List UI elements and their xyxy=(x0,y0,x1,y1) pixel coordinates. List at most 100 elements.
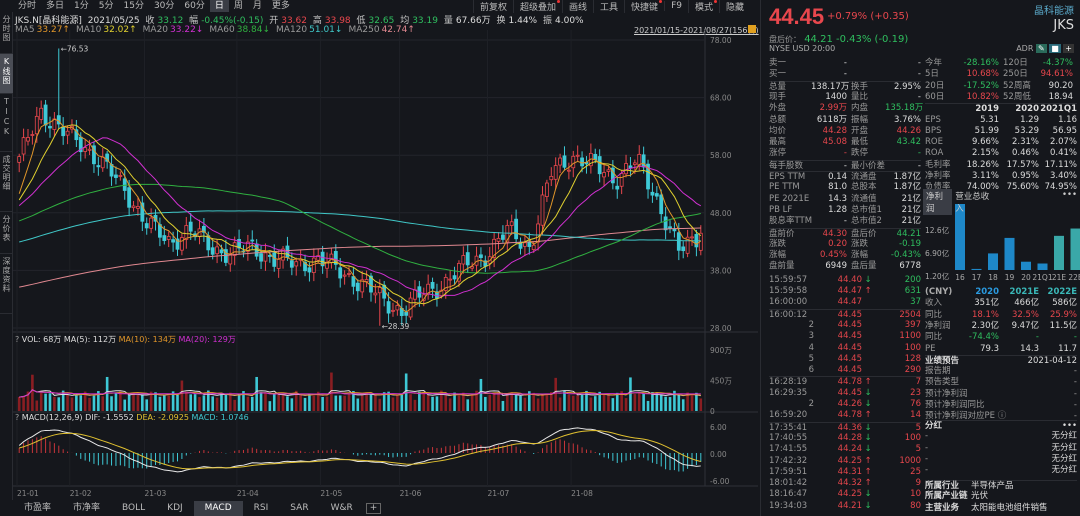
profit-axis-tick: 1.20亿 xyxy=(925,271,950,281)
price-tick: 48.00 xyxy=(710,209,732,218)
profit-category: 21Q1 xyxy=(1032,273,1052,282)
toolbar-button[interactable]: F9 xyxy=(664,1,688,11)
volume-bar-down xyxy=(593,396,597,411)
no-arrow xyxy=(862,365,874,376)
period-tab[interactable]: 60分 xyxy=(184,1,205,11)
indicator-tab[interactable]: SAR xyxy=(290,503,309,513)
candle-down xyxy=(122,178,127,191)
toolbar-button[interactable]: 前复权 xyxy=(472,0,513,13)
side-tab[interactable]: 分时图 xyxy=(0,12,13,54)
candle-up xyxy=(373,292,378,296)
indicator-tab[interactable]: MACD xyxy=(193,501,243,516)
indicator-tab[interactable]: W&R xyxy=(330,503,353,513)
vol-value: VOL: 68万 xyxy=(21,335,62,344)
table-row: 净利率 3.11% 0.95% 3.40% xyxy=(925,171,1077,182)
add-icon[interactable]: + xyxy=(1063,44,1074,53)
indicator-tab[interactable]: RSI xyxy=(253,503,269,513)
field-value: - xyxy=(1073,411,1077,422)
field-value: 135.18万 xyxy=(885,103,924,114)
period-tab[interactable]: 月 xyxy=(252,1,262,11)
field-label: 内盘 xyxy=(851,103,869,114)
volume-bar-down xyxy=(418,391,421,411)
table-row: 16:00:12 44.45 2504 xyxy=(769,308,921,320)
volume-bar-down xyxy=(171,391,175,411)
ma10-line xyxy=(18,124,702,305)
volume-bar-up xyxy=(413,399,417,411)
candle-up xyxy=(215,246,219,255)
metric-label: 毛利率 xyxy=(925,159,951,170)
after-value: 44.21 -0.43% (-0.19) xyxy=(804,34,909,45)
candle-down xyxy=(650,191,655,196)
ma-value: 33.22↓ xyxy=(170,25,204,35)
toolbar-button[interactable]: 工具 xyxy=(593,0,624,13)
period-tab[interactable]: 周 xyxy=(233,1,243,11)
vol-label: 量 xyxy=(443,16,453,26)
square-icon[interactable]: ■ xyxy=(1049,44,1061,53)
period-tab[interactable]: 更多 xyxy=(271,1,290,11)
edit-icon[interactable]: ✎ xyxy=(1035,44,1047,53)
side-tab[interactable]: 深度资料 xyxy=(0,254,13,314)
toolbar-button[interactable]: 画线 xyxy=(562,0,593,13)
high: 33.98 xyxy=(324,16,351,26)
period-tab[interactable]: 分时 xyxy=(18,1,37,11)
lock-icon[interactable] xyxy=(748,25,756,33)
metric-label: PE xyxy=(925,343,936,354)
period-return: 94.61% xyxy=(1040,69,1073,80)
fin-tab[interactable]: 营业总收入 xyxy=(955,192,990,214)
adr-controls: ADR ✎ ■ + xyxy=(1016,44,1074,53)
date-range-selector[interactable]: 2021/01/15-2021/08/27(156日) xyxy=(634,26,759,35)
volume-bar-up xyxy=(624,398,628,411)
volume-tick: 450万 xyxy=(710,377,732,386)
kline-chart[interactable]: 78.00 68.00 58.00 48.00 38.00 28.00 900万 450万 0 6… xyxy=(13,0,758,500)
side-tab[interactable]: 分价表 xyxy=(0,212,13,254)
period-tab[interactable]: 多日 xyxy=(46,1,65,11)
toolbar-button[interactable]: 隐藏 xyxy=(718,0,750,13)
indicator-tab[interactable]: KDJ xyxy=(167,503,183,513)
indicator-tab[interactable]: 市净率 xyxy=(73,503,101,513)
period-tab[interactable]: 15分 xyxy=(123,1,144,11)
toolbar-button[interactable]: 快捷键 xyxy=(624,0,664,13)
dif-value: DIF: -1.5552 xyxy=(85,413,134,422)
help-icon[interactable]: ? xyxy=(15,413,20,422)
field-label: 主营业务 xyxy=(925,502,960,513)
tick-volume: 100 xyxy=(904,432,921,443)
field-value: - xyxy=(843,58,847,68)
indicator-tab[interactable]: 市盈率 xyxy=(24,503,52,513)
more-icon[interactable]: ••• xyxy=(1061,421,1077,431)
after-hours: 盘后价： 44.21 -0.43% (-0.19) xyxy=(769,34,908,45)
metric-value: 18.1% xyxy=(971,309,999,320)
period-tab[interactable]: 5分 xyxy=(98,1,114,11)
indicator-tab[interactable]: BOLL xyxy=(122,503,146,513)
candle-up xyxy=(531,244,536,250)
side-tab[interactable]: TICK xyxy=(0,94,13,152)
volume-bar-up xyxy=(541,393,544,411)
volume-bar-up xyxy=(492,392,496,411)
more-icon[interactable]: ••• xyxy=(1061,190,1077,200)
volume-bar-up xyxy=(409,394,412,411)
side-tab[interactable]: 成交明细 xyxy=(0,152,13,212)
period-tab[interactable]: 1分 xyxy=(74,1,89,11)
field-value: 44.26 xyxy=(896,125,921,136)
volume-bar-down xyxy=(97,391,100,411)
ma-value: 42.74↑ xyxy=(381,25,415,35)
help-icon[interactable]: ? xyxy=(15,335,20,344)
tick-price: 44.45 xyxy=(837,353,862,364)
indicator-tab[interactable]: + xyxy=(365,503,382,514)
volume-bar-down xyxy=(651,392,654,411)
toolbar-button[interactable]: 模式 xyxy=(687,0,719,13)
symbol: JKS.N[晶科能源] xyxy=(15,16,82,26)
fin-tab[interactable]: 净利润 xyxy=(923,189,953,215)
dividend-date: - xyxy=(925,465,929,476)
toolbar-button[interactable]: 超级叠加 xyxy=(513,0,562,13)
candle-down xyxy=(289,260,294,268)
period-tab[interactable]: 日 xyxy=(209,0,229,12)
tick-price: 44.31 xyxy=(837,466,862,477)
side-tab[interactable]: K线图 xyxy=(0,54,13,94)
volume-bar-down xyxy=(303,397,307,411)
volume-legend: ? VOL: 68万 MA(5): 112万 MA(10): 134万 MA(2… xyxy=(15,334,236,345)
candle-down xyxy=(514,218,519,240)
table-row: 预计净利润同比 - xyxy=(925,400,1077,411)
tick-price: 44.45 xyxy=(837,319,862,330)
volume-bar-up xyxy=(554,377,557,411)
period-tab[interactable]: 30分 xyxy=(153,1,175,11)
